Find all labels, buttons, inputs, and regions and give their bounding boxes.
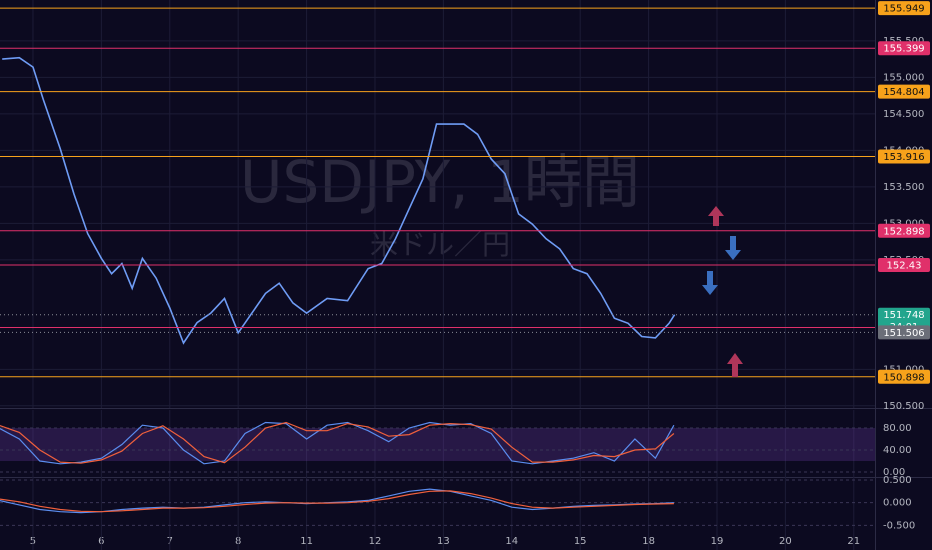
y-tick-label: 153.500	[883, 182, 924, 193]
level-label: 150.898	[883, 372, 924, 383]
watermark-subtitle: 米ドル／円	[370, 228, 510, 261]
arrow-down	[702, 271, 718, 295]
level-label-box	[878, 149, 930, 164]
y-tick-label: 0.000	[883, 498, 912, 509]
price-label-box	[878, 325, 930, 340]
level-label-box	[878, 369, 930, 384]
y-tick-label: 80.00	[883, 423, 912, 434]
y-tick-label: 155.000	[883, 72, 924, 83]
level-label: 153.916	[883, 152, 924, 163]
y-tick-label: 154.500	[883, 109, 924, 120]
arrow-up	[708, 206, 724, 226]
series-line	[0, 421, 675, 464]
arrow-up	[727, 353, 743, 377]
level-label-box	[878, 257, 930, 272]
level-label: 152.43	[887, 260, 922, 271]
y-tick-label: 0.00	[883, 467, 905, 478]
band	[0, 427, 875, 461]
level-label-box	[878, 1, 930, 16]
arrow-down	[725, 236, 741, 260]
y-tick-label: 150.500	[883, 401, 924, 412]
level-label-box	[878, 41, 930, 56]
level-label: 155.399	[883, 44, 924, 55]
price-label: 151.506	[883, 328, 924, 339]
price-label: 151.748	[883, 310, 924, 321]
series-line	[0, 490, 674, 513]
level-label: 155.949	[883, 4, 924, 15]
y-tick-label: 40.00	[883, 445, 912, 456]
series-line	[0, 421, 675, 465]
level-label: 154.804	[883, 87, 924, 98]
annotation-arrows	[702, 206, 743, 377]
level-label-box	[878, 223, 930, 238]
y-tick-label: -0.500	[883, 520, 915, 531]
level-label-box	[878, 84, 930, 99]
level-label: 152.898	[883, 226, 924, 237]
y-tick-label: 0.500	[883, 475, 912, 486]
